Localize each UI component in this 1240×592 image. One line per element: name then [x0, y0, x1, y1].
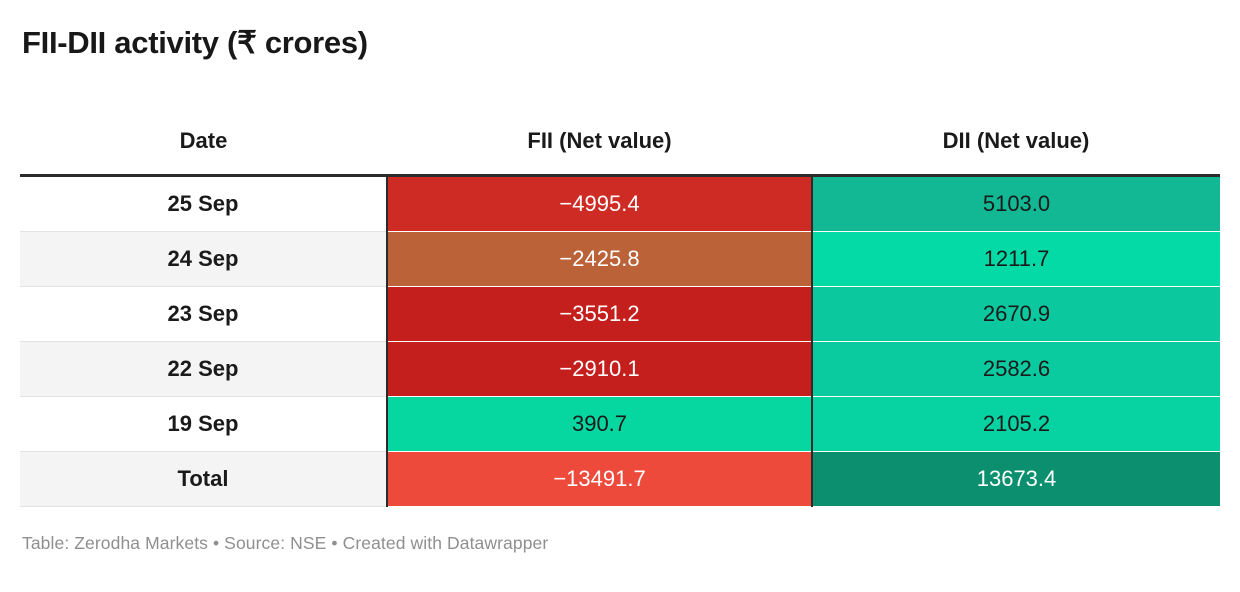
table-row: 24 Sep −2425.8 1211.7	[20, 231, 1220, 287]
table-row: 23 Sep −3551.2 2670.9	[20, 286, 1220, 342]
column-header-dii: DII (Net value)	[812, 106, 1220, 177]
table-row: 19 Sep 390.7 2105.2	[20, 396, 1220, 452]
date-cell: Total	[20, 451, 387, 507]
table-header: Date FII (Net value) DII (Net value)	[20, 106, 1220, 177]
table-row-total: Total −13491.7 13673.4	[20, 451, 1220, 507]
column-header-date: Date	[20, 106, 387, 177]
fii-value-cell: 390.7	[386, 396, 812, 452]
date-cell: 25 Sep	[20, 175, 387, 232]
dii-value-cell: 2582.6	[811, 341, 1220, 397]
dii-value-cell: 1211.7	[811, 231, 1220, 287]
dii-value-cell: 5103.0	[811, 175, 1220, 232]
table-row: 25 Sep −4995.4 5103.0	[20, 175, 1220, 232]
date-cell: 23 Sep	[20, 286, 387, 342]
table-row: 22 Sep −2910.1 2582.6	[20, 341, 1220, 397]
column-header-fii: FII (Net value)	[387, 106, 812, 177]
table-body: 25 Sep −4995.4 5103.0 24 Sep −2425.8 1211.7 23…	[20, 175, 1220, 507]
dii-value-cell: 2105.2	[811, 396, 1220, 452]
fii-value-cell: −4995.4	[386, 175, 812, 232]
dii-value-cell: 2670.9	[811, 286, 1220, 342]
dii-value-cell: 13673.4	[811, 451, 1220, 507]
date-cell: 22 Sep	[20, 341, 387, 397]
fii-value-cell: −13491.7	[386, 451, 812, 507]
fii-value-cell: −3551.2	[386, 286, 812, 342]
date-cell: 19 Sep	[20, 396, 387, 452]
header-row: Date FII (Net value) DII (Net value)	[20, 106, 1220, 177]
page-title: FII-DII activity (₹ crores)	[22, 25, 368, 60]
date-cell: 24 Sep	[20, 231, 387, 287]
page: FII-DII activity (₹ crores) Date FII (Ne…	[0, 24, 1240, 554]
attribution-text: Table: Zerodha Markets • Source: NSE • C…	[22, 533, 549, 553]
fii-value-cell: −2425.8	[386, 231, 812, 287]
fii-value-cell: −2910.1	[386, 341, 812, 397]
fii-dii-table: Date FII (Net value) DII (Net value) 25 …	[20, 106, 1220, 507]
